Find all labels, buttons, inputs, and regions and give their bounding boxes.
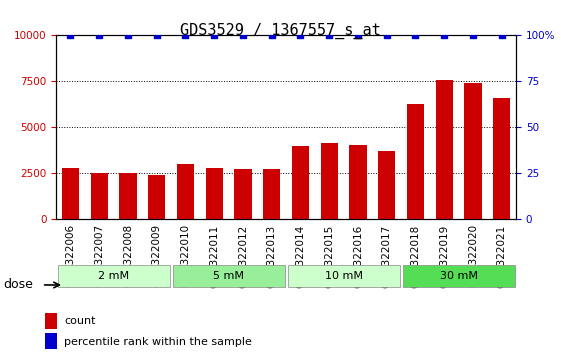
Text: count: count [64,316,95,326]
Text: 5 mM: 5 mM [213,271,244,281]
Point [353,33,362,38]
Text: 30 mM: 30 mM [440,271,477,281]
Point [296,33,305,38]
Bar [90,172,108,219]
Text: percentile rank within the sample: percentile rank within the sample [64,337,252,347]
Bar [435,80,453,219]
Point [325,33,334,38]
Bar [263,169,280,219]
Point [497,33,506,38]
FancyBboxPatch shape [288,265,399,287]
Text: dose: dose [3,279,33,291]
Bar [292,146,309,219]
Text: 10 mM: 10 mM [325,271,362,281]
Point [210,33,219,38]
Bar [119,173,136,219]
Point [123,33,132,38]
Point [152,33,161,38]
Bar [177,164,194,219]
Bar [205,168,223,219]
Point [267,33,276,38]
Point [440,33,449,38]
FancyBboxPatch shape [403,265,514,287]
Bar [493,98,511,219]
Point [382,33,391,38]
Text: 2 mM: 2 mM [98,271,129,281]
FancyBboxPatch shape [173,265,284,287]
Point [95,33,104,38]
Bar [62,168,79,219]
Bar [465,83,481,219]
Text: GDS3529 / 1367557_s_at: GDS3529 / 1367557_s_at [180,23,381,39]
FancyBboxPatch shape [58,265,169,287]
Point [238,33,247,38]
FancyBboxPatch shape [45,313,57,329]
Bar [148,175,165,219]
Point [411,33,420,38]
Bar [407,103,424,219]
Point [468,33,477,38]
Bar [350,145,366,219]
Point [181,33,190,38]
Bar [234,169,251,219]
Bar [378,152,396,219]
FancyBboxPatch shape [45,333,57,349]
Point [66,33,75,38]
Bar [320,143,338,219]
